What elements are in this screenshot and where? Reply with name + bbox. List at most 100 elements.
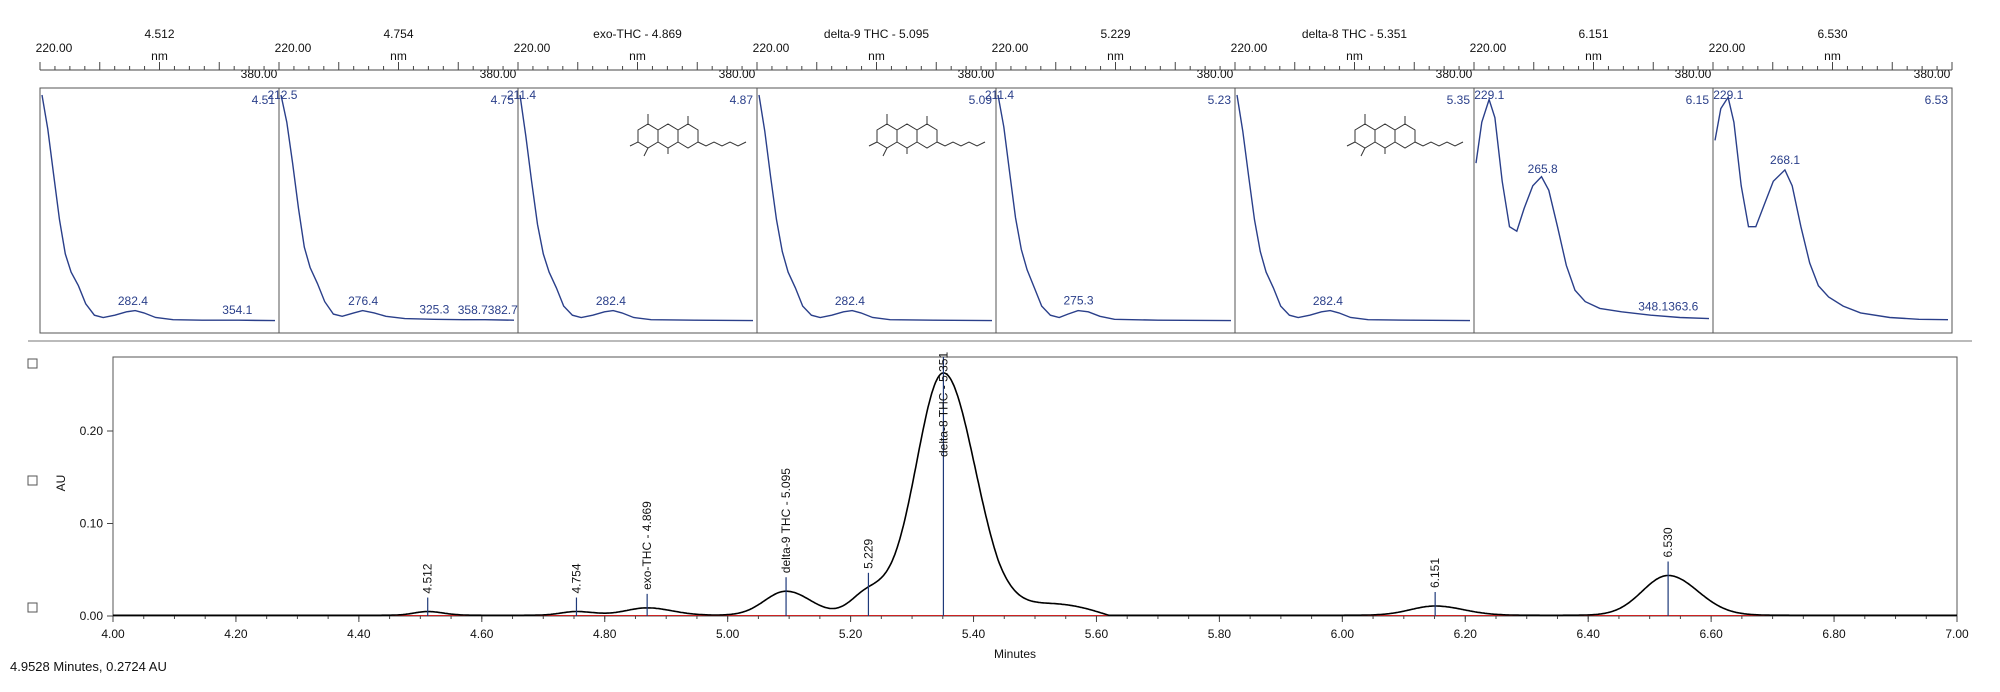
spectrum-peak-label-4-1: 275.3: [1064, 294, 1094, 308]
spectrum-peak-label-7-0: 229.1: [1713, 88, 1743, 102]
spectrum-xmin-label-6: 220.00: [1470, 41, 1507, 55]
spectrum-unit-label-3: nm: [868, 49, 885, 63]
scroll-thumb: [27, 475, 38, 486]
spectrum-xmax-label-2: 380.00: [719, 67, 756, 81]
x-tick-label-11: 6.20: [1454, 627, 1478, 641]
cursor-readout: 4.9528 Minutes, 0.2724 AU: [10, 659, 167, 674]
spectrum-xmax-label-1: 380.00: [480, 67, 517, 81]
peak-label-7: 6.530: [1661, 527, 1675, 557]
spectrum-title-2: exo-THC - 4.869: [593, 27, 682, 41]
spectrum-xmax-label-4: 380.00: [1197, 67, 1234, 81]
spectrum-panel-frame-7: [1712, 87, 1953, 334]
scroll-up-button: [27, 358, 38, 369]
spectrum-unit-label-7: nm: [1824, 49, 1841, 63]
structure-bond-3-6: [936, 141, 986, 147]
chromatogram-trace: [113, 372, 1957, 617]
spectrum-trace-4: [997, 94, 1232, 322]
x-tick-label-12: 6.40: [1577, 627, 1601, 641]
chromatogram-plot: AU 0.00 0.10 0.20 4.00 4.20 4.40 4.60 4.80 5.00 5.…: [27, 352, 1969, 661]
spectrum-xmax-label-6: 380.00: [1675, 67, 1712, 81]
spectrum-rt-label-3: 5.09: [969, 93, 993, 107]
x-tick-label-7: 5.40: [962, 627, 986, 641]
uv-spectra-strip: 4.512 nm 220.00 380.00 4.51 282.4 354.1 4.754 nm…: [28, 27, 1972, 342]
spectrum-rt-label-0: 4.51: [252, 93, 276, 107]
cannabinoid-structure-3: [868, 114, 986, 157]
y-tick-label-0: 0.00: [80, 609, 104, 623]
cannabinoid-structure-5: [1346, 114, 1464, 157]
spectrum-title-0: 4.512: [144, 27, 174, 41]
spectrum-panel-frame-2: [517, 87, 758, 334]
spectrum-xmax-label-5: 380.00: [1436, 67, 1473, 81]
structure-bond-3-0: [876, 123, 898, 149]
spectrum-xmax-label-0: 380.00: [241, 67, 278, 81]
peak-label-2: exo-THC - 4.869: [640, 501, 654, 590]
structure-bond-3-2: [916, 123, 938, 149]
x-tick-label-14: 6.80: [1822, 627, 1846, 641]
x-tick-label-3: 4.60: [470, 627, 494, 641]
spectrum-title-1: 4.754: [383, 27, 413, 41]
spectrum-title-7: 6.530: [1817, 27, 1847, 41]
x-tick-label-15: 7.00: [1945, 627, 1969, 641]
x-axis-label: Minutes: [994, 647, 1036, 661]
spectrum-trace-2: [519, 94, 754, 322]
spectrum-trace-7: [1714, 95, 1949, 321]
structure-bond-3-1: [896, 123, 918, 149]
structure-bond-3-4: [868, 141, 888, 157]
spectrum-peak-label-5-0: 282.4: [1313, 294, 1343, 308]
spectrum-rt-label-4: 5.23: [1208, 93, 1232, 107]
structure-bond-2-6: [697, 141, 747, 147]
spectrum-peak-label-0-1: 354.1: [222, 303, 252, 317]
spectrum-xmin-label-5: 220.00: [1231, 41, 1268, 55]
spectrum-xmin-label-3: 220.00: [753, 41, 790, 55]
spectrum-rt-label-7: 6.53: [1925, 93, 1949, 107]
peak-label-3: delta-9 THC - 5.095: [779, 468, 793, 573]
spectrum-peak-label-7-1: 268.1: [1770, 153, 1800, 167]
spectrum-peak-label-2-0: 211.4: [507, 88, 536, 102]
peak-label-5: delta-8 THC - 5.351: [936, 352, 950, 457]
structure-bond-5-4: [1346, 141, 1366, 157]
x-tick-label-4: 4.80: [593, 627, 617, 641]
spectrum-panel-frame-5: [1234, 87, 1475, 334]
spectrum-unit-label-6: nm: [1585, 49, 1602, 63]
x-tick-label-2: 4.40: [347, 627, 371, 641]
spectrum-xmin-label-0: 220.00: [36, 41, 73, 55]
x-tick-label-9: 5.80: [1208, 627, 1232, 641]
peak-label-4: 5.229: [861, 538, 875, 568]
spectrum-xmax-label-3: 380.00: [958, 67, 995, 81]
spectrum-unit-label-0: nm: [151, 49, 168, 63]
y-axis-label: AU: [54, 475, 68, 492]
spectrum-xmax-label-7: 380.00: [1914, 67, 1951, 81]
spectrum-peak-label-6-2: 348.1363.6: [1638, 300, 1698, 314]
structure-bond-2-1: [657, 123, 679, 149]
spectrum-xmin-label-7: 220.00: [1709, 41, 1746, 55]
peak-label-1: 4.754: [569, 563, 583, 593]
structure-bond-2-4: [629, 141, 649, 157]
spectrum-trace-1: [280, 94, 515, 321]
structure-bond-5-6: [1414, 141, 1464, 147]
spectrum-peak-label-2-1: 282.4: [596, 294, 626, 308]
x-tick-label-10: 6.00: [1331, 627, 1355, 641]
scroll-down-button: [27, 602, 38, 613]
structure-bond-2-0: [637, 123, 659, 149]
spectrum-rt-label-1: 4.75: [491, 93, 515, 107]
spectrum-peak-label-6-1: 265.8: [1528, 162, 1558, 176]
y-tick-label-2: 0.20: [80, 424, 104, 438]
spectrum-title-4: 5.229: [1100, 27, 1130, 41]
spectrum-title-3: delta-9 THC - 5.095: [824, 27, 929, 41]
spectrum-rt-label-2: 4.87: [730, 93, 754, 107]
spectrum-rt-label-5: 5.35: [1447, 93, 1471, 107]
spectrum-panel-frame-0: [39, 87, 280, 334]
chromatogram-frame: [112, 356, 1958, 617]
spectrum-peak-label-1-3: 358.7382.7: [458, 303, 518, 317]
spectrum-peak-label-0-0: 282.4: [118, 294, 148, 308]
spectrum-panel-frame-4: [995, 87, 1236, 334]
spectrum-peak-label-1-1: 276.4: [348, 294, 378, 308]
spectrum-trace-5: [1236, 94, 1471, 322]
spectrum-peak-label-1-2: 325.3: [419, 302, 449, 316]
y-tick-label-1: 0.10: [80, 517, 104, 531]
spectrum-unit-label-2: nm: [629, 49, 646, 63]
spectrum-rt-label-6: 6.15: [1686, 93, 1710, 107]
spectrum-trace-0: [41, 94, 276, 322]
spectrum-panel-frame-6: [1473, 87, 1714, 334]
x-tick-label-0: 4.00: [101, 627, 125, 641]
